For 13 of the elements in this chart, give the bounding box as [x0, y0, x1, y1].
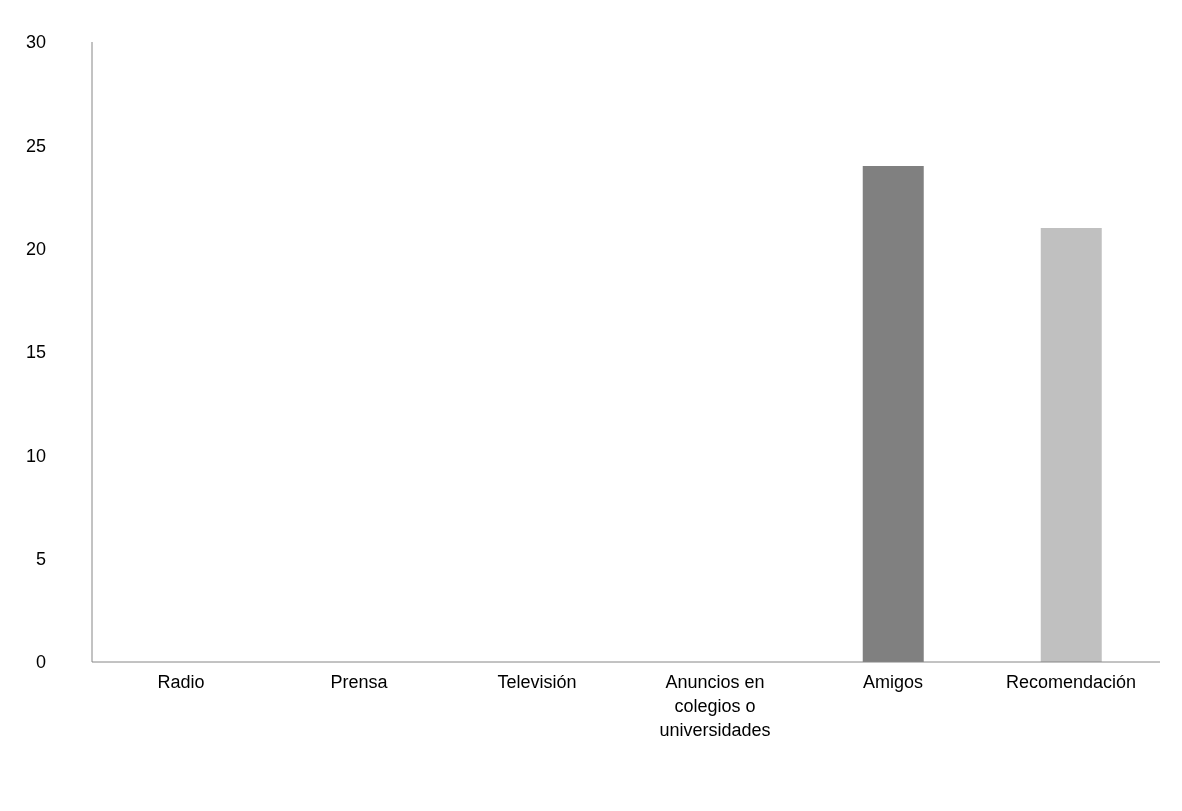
- y-tick-label: 15: [25, 342, 46, 363]
- y-tick-label: 10: [25, 445, 46, 466]
- x-tick-label: Amigos: [862, 672, 924, 692]
- y-tick-label: 30: [25, 32, 46, 53]
- y-tick-label: 0: [35, 652, 46, 673]
- x-tick-label: Anuncios en colegios o universidades: [659, 672, 771, 740]
- y-tick-label: 20: [25, 239, 46, 260]
- y-tick-label: 5: [35, 549, 46, 570]
- x-tick-label: Prensa: [330, 672, 389, 692]
- x-tick-label: Radio: [157, 672, 205, 692]
- x-tick-label: Televisión: [497, 672, 577, 692]
- x-tick-label: Recomendación: [1005, 672, 1137, 692]
- y-tick-label: 25: [25, 135, 46, 156]
